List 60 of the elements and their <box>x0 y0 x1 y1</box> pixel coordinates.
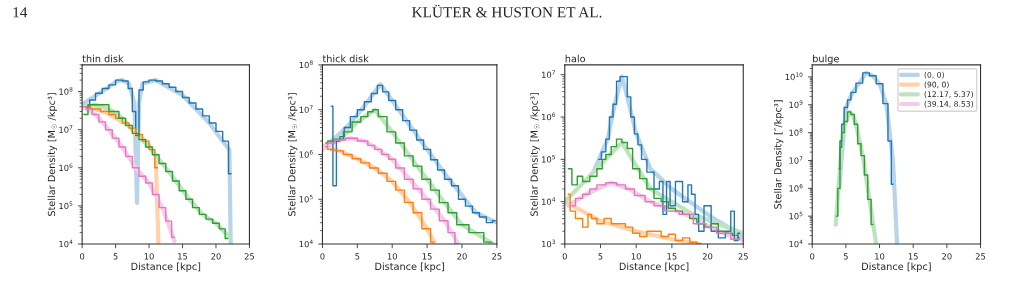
x-tick-label: 0 <box>562 253 567 260</box>
x-axis-title: Distance [kpc] <box>131 262 201 272</box>
x-tick-label: 5 <box>355 253 360 260</box>
x-tick-label: 25 <box>492 253 502 260</box>
y-tick-label: 10$^{4}$ <box>59 239 73 248</box>
x-tick-label: 20 <box>211 253 221 260</box>
y-tick-label: 10$^{6}$ <box>789 183 803 192</box>
y-axis-title: Stellar Density [M$_{☉}$ /kpc³] <box>530 93 540 217</box>
y-tick-label: 10$^{7}$ <box>59 125 73 133</box>
x-axis-title: Distance [kpc] <box>862 262 931 272</box>
y-tick-label: 10$^{7}$ <box>542 70 555 78</box>
y-tick-label: 10$^{3}$ <box>542 239 556 248</box>
text: KLÜTER & HUSTON ET AL. <box>412 4 602 18</box>
x-tick-label: 0 <box>320 253 325 260</box>
x-tick-label: 0 <box>810 253 815 260</box>
x-tick-label: 5 <box>598 253 603 260</box>
x-tick-label: 20 <box>457 253 467 260</box>
text: 14 <box>13 7 28 18</box>
x-tick-label: 20 <box>942 253 952 260</box>
y-tick-label: 10$^{10}$ <box>785 72 803 81</box>
chart-title: thick disk <box>322 54 369 63</box>
x-tick-label: 0 <box>80 253 85 260</box>
y-axis-title: Stellar Density [M$_{☉}$ /kpc³] <box>287 93 298 217</box>
y-tick-label: 10$^{7}$ <box>789 156 803 164</box>
y-tick-label: 10$^{5}$ <box>299 194 313 203</box>
x-tick-label: 10 <box>631 253 641 260</box>
x-axis-title: Distance [kpc] <box>619 262 689 272</box>
x-tick-label: 25 <box>244 253 255 260</box>
x-tick-label: 10 <box>875 253 885 260</box>
y-tick-label: 10$^{7}$ <box>299 105 313 113</box>
y-axis-title: Stellar Density [″/kpc³] <box>773 100 784 209</box>
x-tick-label: 5 <box>113 253 118 260</box>
chart-title: halo <box>565 54 586 63</box>
y-tick-label: 10$^{5}$ <box>542 155 555 163</box>
y-tick-label: 10$^{4}$ <box>299 239 313 248</box>
y-tick-label: 10$^{9}$ <box>789 100 803 109</box>
x-tick-label: 10 <box>387 253 397 260</box>
x-tick-label: 15 <box>422 253 432 260</box>
x-tick-label: 15 <box>908 253 918 260</box>
y-tick-label: 10$^{5}$ <box>789 211 803 220</box>
x-tick-label: 15 <box>178 253 188 260</box>
x-tick-label: 25 <box>975 253 986 260</box>
y-tick-label: 10$^{8}$ <box>299 60 313 69</box>
x-tick-label: 25 <box>738 253 748 260</box>
chart-title: thin disk <box>82 54 124 63</box>
y-tick-label: 10$^{8}$ <box>59 87 73 95</box>
y-tick-label: 10$^{8}$ <box>789 128 803 136</box>
y-axis-title: Stellar Density [M$_{☉}$ /kpc³] <box>47 93 58 217</box>
x-axis-title: Distance [kpc] <box>375 262 444 272</box>
x-tick-label: 15 <box>667 253 677 260</box>
y-tick-label: 10$^{4}$ <box>542 197 556 205</box>
x-tick-label: 20 <box>702 253 713 260</box>
x-tick-label: 5 <box>843 253 848 260</box>
y-tick-label: 10$^{4}$ <box>789 239 803 248</box>
y-tick-label: 10$^{6}$ <box>542 112 556 121</box>
x-tick-label: 10 <box>144 253 154 260</box>
y-tick-label: 10$^{5}$ <box>59 201 73 210</box>
y-tick-label: 10$^{6}$ <box>59 163 73 172</box>
chart-title: bulge <box>813 54 839 65</box>
y-tick-label: 10$^{6}$ <box>299 150 313 158</box>
